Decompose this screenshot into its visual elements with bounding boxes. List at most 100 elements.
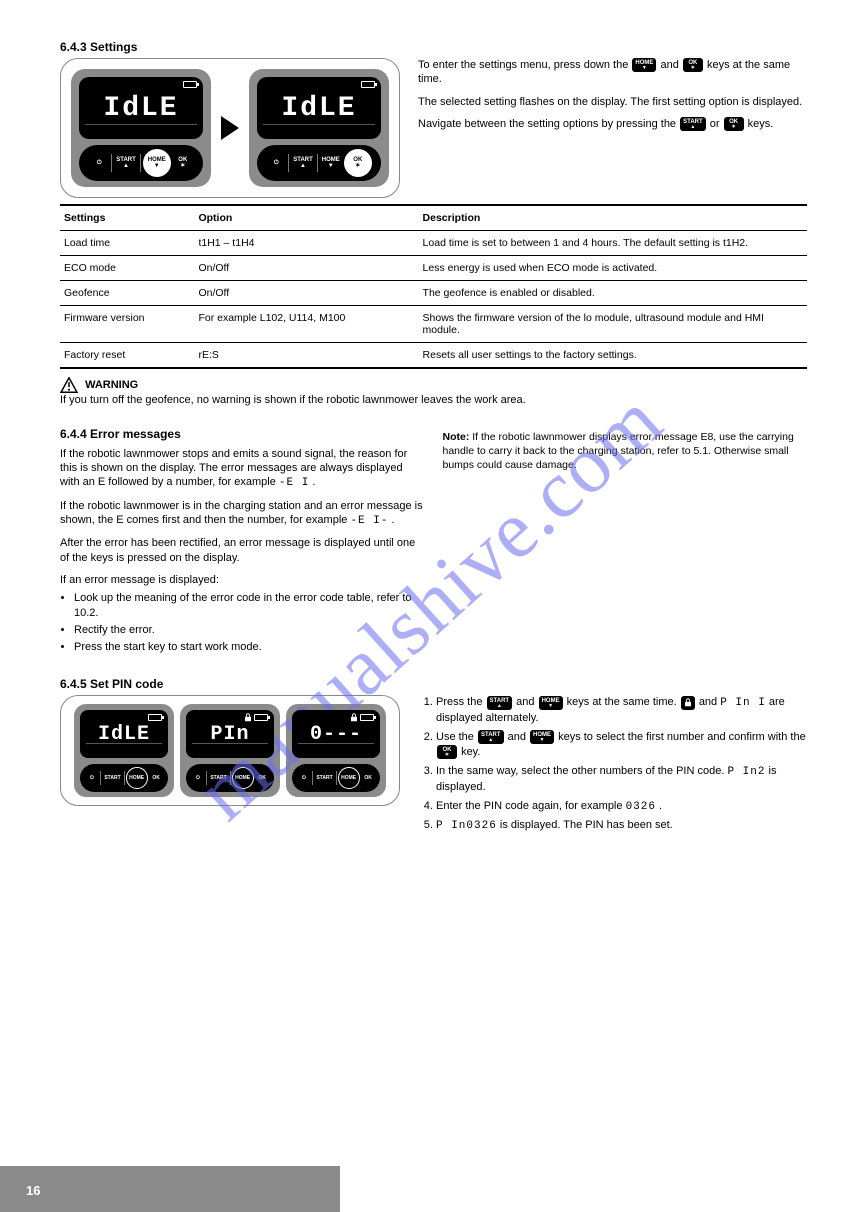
seg-code: -E I [279,477,309,489]
battery-icon [148,714,162,721]
home-button-highlight: HOME▼ [143,149,171,177]
intro-text-3: or [710,118,723,130]
warning-block: WARNING [60,377,807,393]
th-description: Description [419,205,807,231]
cell: Load time [60,231,194,256]
cell: For example L102, U114, M100 [194,306,418,343]
start-button: START [314,774,334,783]
warning-icon [60,377,78,393]
home-button: HOME [338,767,360,789]
start-badge: START▲ [478,730,504,744]
settings-table: Settings Option Description Load time t1… [60,204,807,369]
start-button: START▲ [114,155,138,171]
footer-bar [0,1166,340,1212]
note-label: Note: [443,431,470,443]
start-badge: START▲ [680,117,706,131]
power-button: ⏻ [190,774,205,783]
battery-icon [361,81,375,88]
ok-button: OK✶ [173,155,193,171]
list-item: In the same way, select the other number… [436,764,807,795]
cell: Load time is set to between 1 and 4 hour… [419,231,807,256]
ok-button-highlight: OK✶ [344,149,372,177]
home-badge: HOME▼ [530,730,554,744]
list-item: P In0326 is displayed. The PIN has been … [436,818,807,834]
device-display-1: IdLE ⏻ START▲ HOME▼ OK✶ [71,69,211,187]
settings-intro: To enter the settings menu, press down t… [418,58,807,198]
list-item: Rectify the error. [74,623,425,637]
pin-steps: Press the START▲ and HOME▼ keys at the s… [418,695,807,834]
start-badge: START▲ [487,696,513,710]
page-number: 16 [26,1183,40,1198]
warning-label: WARNING [85,379,138,391]
intro-text: and [660,59,681,71]
intro-text: To enter the settings menu, press down t… [418,59,631,71]
start-button: START [208,774,228,783]
lock-icon [350,713,358,721]
battery-icon [360,714,374,721]
cell: On/Off [194,281,418,306]
home-badge: HOME▼ [539,696,563,710]
device-pin-1: IdLE ⏻ START HOME OK [74,704,174,797]
cell: Geofence [60,281,194,306]
cell: ECO mode [60,256,194,281]
th-settings: Settings [60,205,194,231]
table-row: Load time t1H1 – t1H4 Load time is set t… [60,231,807,256]
cell: Resets all user settings to the factory … [419,343,807,369]
ok-button: OK [361,774,376,783]
panel-pin: IdLE ⏻ START HOME OK PIn [60,695,400,806]
device-display-2: IdLE ⏻ START▲ HOME▼ OK✶ [249,69,389,187]
list-item: Enter the PIN code again, for example 03… [436,799,807,815]
power-button: ⏻ [296,774,311,783]
th-option: Option [194,205,418,231]
err-p3: After the error has been rectified, an e… [60,536,425,565]
intro-text-3: keys. [748,118,774,130]
home-button: HOME [232,767,254,789]
cell: t1H1 – t1H4 [194,231,418,256]
intro-text-3: Navigate between the setting options by … [418,118,679,130]
panel-settings-entry: IdLE ⏻ START▲ HOME▼ OK✶ [60,58,400,198]
home-button: HOME▼ [320,155,342,171]
cell: Less energy is used when ECO mode is act… [419,256,807,281]
ok-badge: OK✶ [683,58,703,72]
error-messages-col1: 6.4.4 Error messages If the robotic lawn… [60,427,425,657]
start-button: START▲ [291,155,315,171]
cell: Firmware version [60,306,194,343]
battery-icon [254,714,268,721]
lock-badge [681,696,695,710]
home-badge: HOME▼ [632,58,656,72]
power-button: ⏻ [89,158,109,168]
section-settings-title: 6.4.3 Settings [60,40,807,54]
note-body: If the robotic lawnmower displays error … [443,431,794,470]
intro-text-2: The selected setting flashes on the disp… [418,95,807,109]
battery-icon [183,81,197,88]
power-button: ⏻ [266,158,286,168]
seg-code: -E I- [350,515,388,527]
device-pin-3: 0--- ⏻ START HOME OK [286,704,386,797]
power-button: ⏻ [84,774,99,783]
err-list-intro: If an error message is displayed: [60,573,425,587]
arrow-right-icon [221,116,239,140]
lock-icon [244,713,252,721]
table-row: ECO mode On/Off Less energy is used when… [60,256,807,281]
list-item: Use the START▲ and HOME▼ keys to select … [436,730,807,760]
ok-button: OK [255,774,270,783]
section-errors-title: 6.4.4 Error messages [60,427,425,443]
start-button: START [102,774,122,783]
ok-badge: OK✶ [724,117,744,131]
cell: On/Off [194,256,418,281]
err-p2b: . [392,514,395,526]
section-pin-title: 6.4.5 Set PIN code [60,677,807,691]
cell: rE:S [194,343,418,369]
home-button: HOME [126,767,148,789]
error-messages-col2: Note: If the robotic lawnmower displays … [443,427,808,657]
list-item: Press the start key to start work mode. [74,640,425,654]
cell: The geofence is enabled or disabled. [419,281,807,306]
table-row: Geofence On/Off The geofence is enabled … [60,281,807,306]
ok-badge: OK✶ [437,745,457,759]
list-item: Look up the meaning of the error code in… [74,591,425,620]
screen1-text: IdLE [103,93,178,124]
cell: Shows the firmware version of the lo mod… [419,306,807,343]
err-p1: If the robotic lawnmower stops and emits… [60,448,407,489]
list-item: Press the START▲ and HOME▼ keys at the s… [436,695,807,726]
screen2-text: IdLE [281,93,356,124]
